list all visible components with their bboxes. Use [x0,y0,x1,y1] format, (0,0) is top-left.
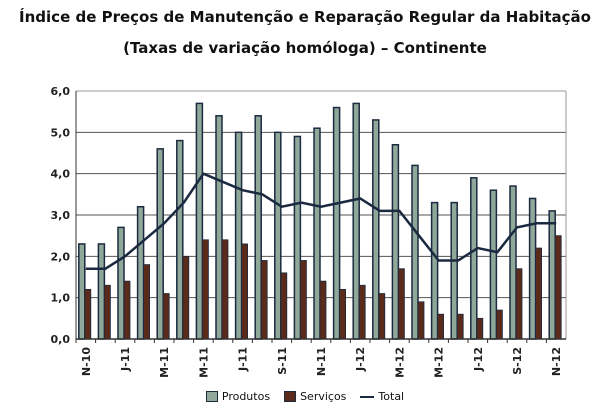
y-tick-label: 5,0 [51,126,71,139]
bar-produtos [97,243,106,340]
x-tick-label: N-11 [315,347,328,376]
bar-produtos [332,106,341,340]
bar-servicos [476,317,484,340]
bar-servicos [358,284,366,340]
x-tick-label: S-11 [276,347,289,375]
x-tick-label: S-12 [511,347,524,375]
x-tick-label: N-10 [80,347,93,376]
line-total [85,172,557,270]
bar-servicos [299,260,307,340]
y-tick-label: 4,0 [51,168,71,181]
x-tick-label: J-11 [237,347,250,372]
x-tick-label: J-12 [472,347,485,372]
bar-servicos [397,268,405,340]
bar-servicos [260,260,268,340]
x-tick-label: N-12 [550,347,563,376]
bar-produtos [156,148,164,340]
bar-servicos [515,268,523,340]
bar-produtos [509,185,517,340]
bar-produtos [411,164,419,340]
bar-servicos [554,235,562,340]
y-tick-label: 2,0 [51,250,71,263]
bar-servicos [437,313,445,340]
chart-title: Índice de Preços de Manutenção e Reparaç… [19,8,591,26]
bar-servicos [378,293,386,340]
bar-servicos [221,239,229,340]
bar-servicos [456,313,464,340]
bar-produtos [391,143,400,340]
y-tick-label: 6,0 [51,85,71,98]
bar-servicos [182,255,190,340]
legend-label: Produtos [221,390,271,403]
x-tick-label: M-12 [433,347,446,378]
legend-label: Total [378,390,405,403]
x-tick-label: M-11 [158,347,171,378]
bar-produtos [195,102,204,340]
bar-produtos [450,201,458,340]
bar-servicos [339,288,347,340]
x-tick-label: M-11 [197,347,210,378]
y-tick-label: 3,0 [51,209,71,222]
legend-line [360,395,375,398]
bar-servicos [84,288,92,340]
bar-produtos [293,135,302,340]
bar-produtos [470,177,478,340]
y-tick-label: 0,0 [51,333,71,346]
bar-produtos [274,131,282,340]
legend-item-produtos: Produtos [205,390,271,403]
chart-subtitle: (Taxas de variação homóloga) – Continent… [123,39,487,57]
bar-produtos [528,197,537,340]
legend-swatch [205,391,218,402]
bar-produtos [372,119,380,340]
bar-servicos [104,284,111,340]
bar-servicos [162,293,170,340]
bar-produtos [234,131,243,340]
bar-produtos [254,115,262,340]
bar-servicos [319,280,327,340]
legend-label: Serviços [300,390,347,403]
bar-servicos [241,243,249,340]
bar-produtos [117,226,125,340]
bar-servicos [495,309,503,340]
bar-produtos [313,127,321,340]
bar-produtos [489,189,498,340]
x-tick-label: M-12 [393,347,406,378]
bar-servicos [535,247,542,340]
y-tick-label: 1,0 [51,292,71,305]
bar-servicos [417,301,425,340]
x-tick-label: J-12 [354,347,367,372]
legend: Produtos Serviços Total [0,390,610,403]
legend-item-total: Total [360,390,404,403]
x-tick-label: J-11 [119,347,132,372]
bar-produtos [430,201,439,340]
legend-item-servicos: Serviços [284,390,346,403]
bar-produtos [352,102,360,340]
bar-produtos [215,115,223,340]
legend-swatch [284,391,297,402]
bar-produtos [548,210,556,340]
bar-produtos [136,205,145,340]
bar-servicos [280,272,288,340]
bar-servicos [201,239,209,340]
bar-produtos [176,139,184,340]
bar-servicos [123,280,131,340]
bar-servicos [143,264,151,340]
bar-produtos [78,243,86,340]
